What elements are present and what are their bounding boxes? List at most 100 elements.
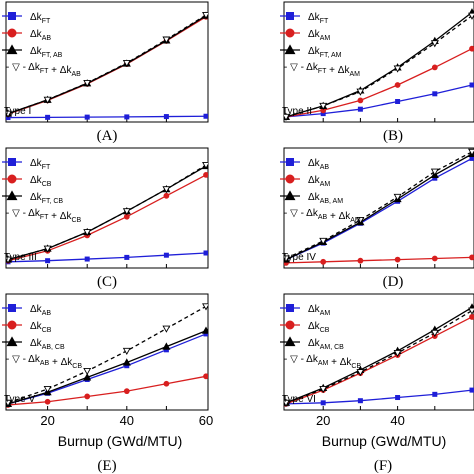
legend: ΔkFT ΔkAB ΔkFT, AB - ▽ - ΔkFT + ΔkAB bbox=[2, 12, 81, 78]
legend-label: ΔkFT bbox=[30, 158, 51, 171]
x-tick-label: 60 bbox=[199, 413, 213, 428]
type-label: Type I bbox=[4, 106, 31, 117]
panel-caption: (F) bbox=[374, 458, 392, 474]
plot-area bbox=[6, 11, 208, 121]
plot-area bbox=[6, 161, 208, 265]
legend-label: - ▽ - ΔkAM + ΔkCB bbox=[284, 354, 361, 370]
data-point bbox=[393, 193, 402, 202]
data-point bbox=[162, 325, 171, 333]
data-point bbox=[319, 386, 328, 394]
data-point bbox=[124, 114, 130, 120]
x-axis-label: Burnup (GWd/MTU) bbox=[58, 433, 182, 449]
data-point bbox=[83, 80, 92, 88]
data-point bbox=[162, 342, 171, 350]
series-line-2 bbox=[285, 48, 473, 118]
legend-label: - ▽ - ΔkFT + ΔkAB bbox=[6, 62, 81, 78]
series-line-1 bbox=[285, 84, 473, 118]
data-point bbox=[284, 255, 290, 263]
legend-label: ΔkAB bbox=[308, 158, 329, 171]
data-point bbox=[6, 110, 12, 118]
plot-area bbox=[284, 8, 474, 122]
data-point bbox=[201, 326, 208, 334]
legend-marker bbox=[285, 28, 295, 38]
panel-a: ΔkFT ΔkAB ΔkFT, AB - ▽ - ΔkFT + ΔkAB Type I (… bbox=[2, 1, 209, 144]
data-point bbox=[43, 245, 52, 253]
legend-label: ΔkAM bbox=[308, 304, 330, 317]
data-point bbox=[319, 102, 328, 111]
panel-e: 20 40 60 ΔkAB ΔkCB ΔkAB, CB - ▽ - ΔkAB + ΔkCB T… bbox=[2, 293, 213, 474]
data-point bbox=[319, 237, 328, 246]
data-point bbox=[202, 161, 208, 170]
plot-area bbox=[6, 303, 208, 408]
data-point bbox=[430, 168, 439, 176]
legend-label: ΔkAB, AM bbox=[308, 192, 343, 205]
legend-marker bbox=[7, 174, 17, 184]
data-point bbox=[431, 64, 438, 71]
data-point bbox=[84, 393, 91, 400]
data-point bbox=[356, 88, 365, 96]
legend: ΔkAB ΔkAM ΔkAB, AM - ▽ - ΔkAB + ΔkAM bbox=[280, 158, 361, 224]
data-point bbox=[430, 329, 439, 337]
data-point bbox=[43, 386, 52, 394]
data-point bbox=[162, 186, 171, 194]
legend-label: ΔkAB, CB bbox=[30, 338, 65, 351]
plot-area bbox=[284, 303, 474, 407]
data-point bbox=[122, 208, 131, 216]
legend-marker bbox=[284, 44, 296, 55]
data-point bbox=[356, 369, 365, 377]
series-line-4 bbox=[285, 310, 473, 404]
series-line-3 bbox=[285, 11, 473, 118]
legend-label: ΔkAB bbox=[30, 304, 51, 317]
data-point bbox=[432, 391, 438, 397]
type-label: Type III bbox=[4, 252, 37, 263]
data-point bbox=[6, 256, 12, 264]
data-point bbox=[6, 399, 12, 407]
data-point bbox=[202, 12, 208, 20]
series-line-4 bbox=[285, 15, 473, 118]
data-point bbox=[469, 387, 474, 393]
data-point bbox=[395, 99, 401, 104]
series-line-3 bbox=[285, 306, 473, 404]
legend-label: - ▽ - ΔkFT + ΔkCB bbox=[6, 208, 82, 224]
series-line-1 bbox=[7, 115, 207, 119]
legend-marker bbox=[8, 304, 16, 312]
data-point bbox=[203, 373, 208, 380]
data-point bbox=[122, 59, 131, 68]
legend-marker bbox=[6, 44, 18, 55]
panel-caption: (C) bbox=[97, 274, 117, 290]
series-line-3 bbox=[285, 153, 473, 261]
series-line-2 bbox=[285, 316, 473, 405]
legend-marker bbox=[7, 320, 17, 330]
x-tick-label: 40 bbox=[390, 413, 404, 428]
legend: ΔkAB ΔkCB ΔkAB, CB - ▽ - ΔkAB + ΔkCB bbox=[2, 304, 82, 370]
data-point bbox=[356, 216, 365, 225]
legend-label: - ▽ - ΔkFT + ΔkAM bbox=[284, 62, 360, 78]
panel-frame bbox=[5, 147, 209, 269]
data-point bbox=[163, 252, 169, 258]
legend-marker bbox=[284, 336, 296, 347]
legend-marker bbox=[7, 28, 17, 38]
data-point bbox=[83, 368, 92, 376]
legend-label: ΔkAM bbox=[308, 175, 330, 188]
data-point bbox=[163, 192, 170, 199]
legend: ΔkFT ΔkCB ΔkFT, CB - ▽ - ΔkFT + ΔkCB bbox=[2, 158, 82, 224]
data-point bbox=[469, 314, 474, 320]
data-point bbox=[84, 256, 90, 262]
legend-label: ΔkFT, CB bbox=[30, 192, 63, 205]
series-line-1 bbox=[7, 333, 207, 405]
data-point bbox=[163, 380, 170, 387]
x-axis-label: Burnup (GWd/MTU) bbox=[322, 433, 446, 449]
data-point bbox=[357, 398, 363, 404]
panel-caption: (A) bbox=[97, 128, 118, 144]
series-line-2 bbox=[7, 174, 207, 262]
panel-caption: (E) bbox=[97, 458, 116, 474]
panel-f: 20 40 ΔkAM ΔkCB ΔkAM, CB - ▽ - ΔkAM + ΔkCB Typ… bbox=[280, 293, 474, 474]
type-label: Type VI bbox=[282, 394, 316, 405]
data-point bbox=[43, 96, 52, 104]
legend-marker bbox=[286, 12, 294, 20]
data-point bbox=[469, 254, 474, 261]
data-point bbox=[202, 303, 208, 311]
data-point bbox=[123, 388, 130, 395]
type-label: Type IV bbox=[282, 252, 316, 263]
legend-label: - ▽ - ΔkAB + ΔkCB bbox=[6, 354, 82, 370]
